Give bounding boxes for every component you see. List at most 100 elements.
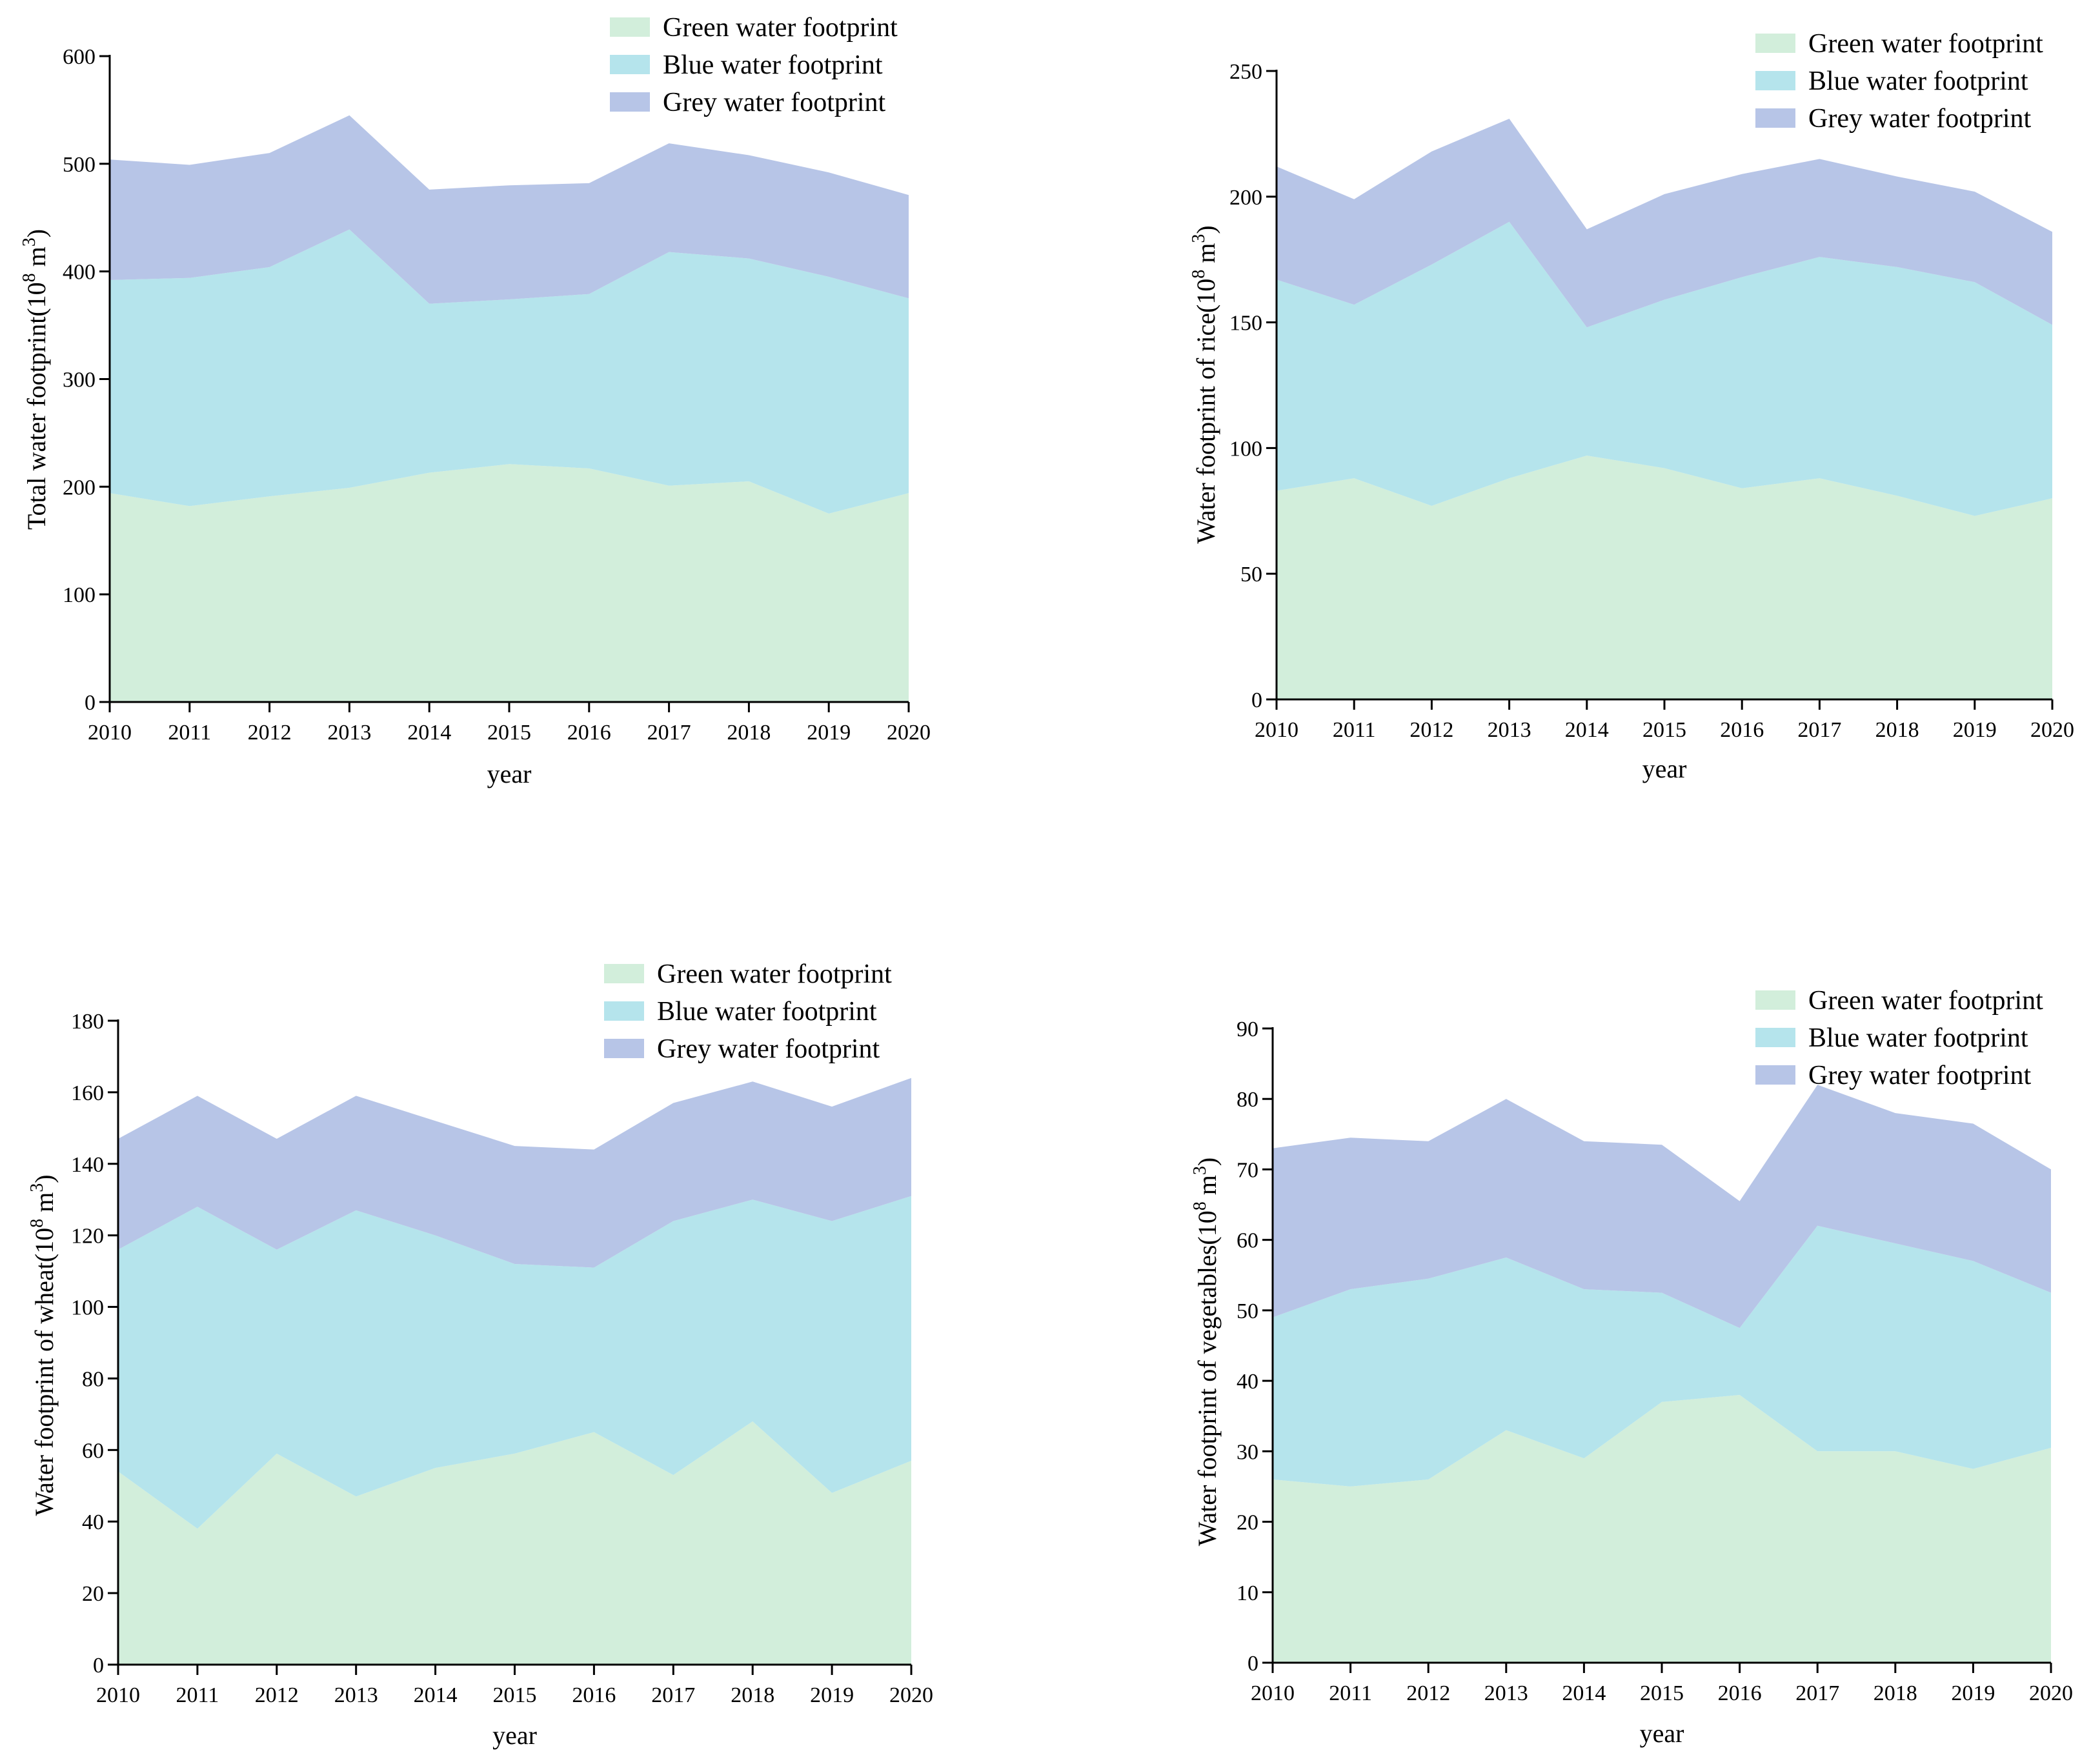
chart-panel-1: 0 100 200 300 400 500 600 2010 2011 2012 2013 2014 2… (19, 13, 931, 788)
legend: Green water footprint Blue water footprin… (1755, 29, 2043, 134)
blue-legend-label: Blue water footprint (1808, 1023, 2028, 1053)
x-tick-label: 2010 (1255, 718, 1298, 742)
x-axis-title: year (487, 759, 532, 788)
x-tick-label: 2010 (1251, 1681, 1295, 1705)
y-tick-label: 80 (82, 1367, 104, 1391)
x-tick-label: 2013 (1484, 1681, 1528, 1705)
x-tick-label: 2017 (651, 1683, 695, 1707)
x-tick-label: 2020 (2030, 718, 2074, 742)
grey-legend-swatch (610, 92, 650, 112)
blue-area-3 (118, 1196, 911, 1529)
x-tick-label: 2017 (647, 721, 691, 745)
x-tick-label: 2011 (168, 721, 211, 745)
x-tick-label: 2014 (1562, 1681, 1606, 1705)
x-tick-label: 2017 (1797, 718, 1841, 742)
blue-area-1 (110, 229, 909, 514)
y-tick-label: 180 (71, 1010, 104, 1034)
x-tick-label: 2015 (487, 721, 531, 745)
y-tick-label: 100 (71, 1296, 104, 1320)
y-tick-label: 60 (82, 1439, 104, 1463)
grey-area-1 (110, 115, 909, 304)
y-tick-label: 60 (1237, 1229, 1258, 1253)
blue-legend-swatch (610, 55, 650, 74)
x-tick-label: 2018 (1875, 718, 1919, 742)
x-tick-label: 2015 (1640, 1681, 1684, 1705)
green-legend-swatch (610, 17, 650, 37)
y-axis-title: Total water footprint(108 m3) (19, 229, 51, 530)
y-tick-label: 200 (1229, 186, 1262, 210)
y-tick-label: 10 (1237, 1581, 1258, 1605)
x-tick-label: 2018 (731, 1683, 774, 1707)
y-tick-label: 600 (63, 45, 96, 69)
x-tick-label: 2020 (2029, 1681, 2073, 1705)
chart-panel-2: 0 50 100 150 200 250 2010 2011 2012 2013 2014 2015 2… (1189, 29, 2074, 783)
green-legend-swatch (1755, 990, 1795, 1010)
x-tick-label: 2016 (572, 1683, 616, 1707)
x-tick-label: 2015 (1642, 718, 1686, 742)
blue-legend-label: Blue water footprint (657, 997, 877, 1027)
grey-area-3 (118, 1077, 911, 1268)
y-tick-label: 250 (1229, 60, 1262, 84)
green-legend-swatch (1755, 34, 1795, 53)
y-tick-label: 20 (82, 1582, 104, 1606)
x-tick-label: 2012 (1406, 1681, 1450, 1705)
x-tick-label: 2013 (1488, 718, 1531, 742)
grey-area-4 (1273, 1085, 2051, 1328)
x-axis-title: year (1642, 754, 1687, 783)
green-legend-label: Green water footprint (1808, 986, 2043, 1016)
y-tick-label: 300 (63, 368, 96, 392)
grey-legend-swatch (604, 1039, 644, 1058)
grey-legend-label: Grey water footprint (663, 88, 886, 117)
y-tick-label: 200 (63, 476, 96, 499)
legend: Green water footprint Blue water footprin… (610, 13, 898, 117)
y-tick-label: 40 (82, 1510, 104, 1534)
y-tick-label: 160 (71, 1081, 104, 1105)
x-tick-label: 2014 (414, 1683, 458, 1707)
blue-legend-label: Blue water footprint (663, 50, 883, 80)
x-tick-label: 2019 (1953, 718, 1997, 742)
green-area-2 (1277, 456, 2052, 699)
x-tick-label: 2016 (1720, 718, 1764, 742)
x-tick-label: 2018 (727, 721, 771, 745)
x-tick-label: 2013 (334, 1683, 378, 1707)
y-tick-label: 20 (1237, 1511, 1258, 1535)
x-axis-title: year (492, 1721, 537, 1750)
y-tick-label: 500 (63, 153, 96, 177)
grey-legend-swatch (1755, 1065, 1795, 1085)
y-tick-label: 0 (1251, 688, 1262, 712)
blue-legend-label: Blue water footprint (1808, 66, 2028, 96)
y-tick-label: 70 (1237, 1158, 1258, 1182)
y-tick-label: 140 (71, 1153, 104, 1177)
chart-panel-3: 0 20 40 60 80 100 120 140 160 180 2010 2011 2012 2013… (27, 959, 933, 1750)
y-tick-label: 400 (63, 261, 96, 285)
x-tick-label: 2020 (887, 721, 931, 745)
green-area-4 (1273, 1395, 2051, 1663)
green-area-3 (118, 1421, 911, 1665)
y-tick-label: 100 (63, 583, 96, 607)
x-tick-label: 2016 (567, 721, 611, 745)
blue-legend-swatch (1755, 1028, 1795, 1047)
x-tick-label: 2011 (1333, 718, 1376, 742)
x-tick-label: 2011 (1329, 1681, 1372, 1705)
x-tick-label: 2014 (407, 721, 451, 745)
x-tick-label: 2012 (248, 721, 292, 745)
blue-legend-swatch (604, 1001, 644, 1021)
x-tick-label: 2014 (1565, 718, 1609, 742)
x-tick-label: 2010 (88, 721, 132, 745)
y-tick-label: 120 (71, 1225, 104, 1248)
y-tick-label: 30 (1237, 1440, 1258, 1464)
y-tick-label: 50 (1237, 1299, 1258, 1323)
green-legend-swatch (604, 964, 644, 983)
y-tick-label: 90 (1237, 1017, 1258, 1041)
chart-panel-4: 0 10 20 30 40 50 60 70 80 90 2010 2011 2012 2013 2014 2… (1190, 986, 2073, 1748)
grey-area-2 (1277, 119, 2052, 328)
grey-legend-swatch (1755, 108, 1795, 128)
y-tick-label: 100 (1229, 437, 1262, 461)
x-tick-label: 2020 (889, 1683, 933, 1707)
x-tick-label: 2019 (807, 721, 851, 745)
x-tick-label: 2016 (1718, 1681, 1762, 1705)
x-tick-label: 2018 (1874, 1681, 1917, 1705)
grey-legend-label: Grey water footprint (1808, 104, 2032, 134)
grey-legend-label: Grey water footprint (1808, 1061, 2032, 1090)
y-axis-title: Water footprint of vegetables(108 m3) (1190, 1158, 1222, 1546)
